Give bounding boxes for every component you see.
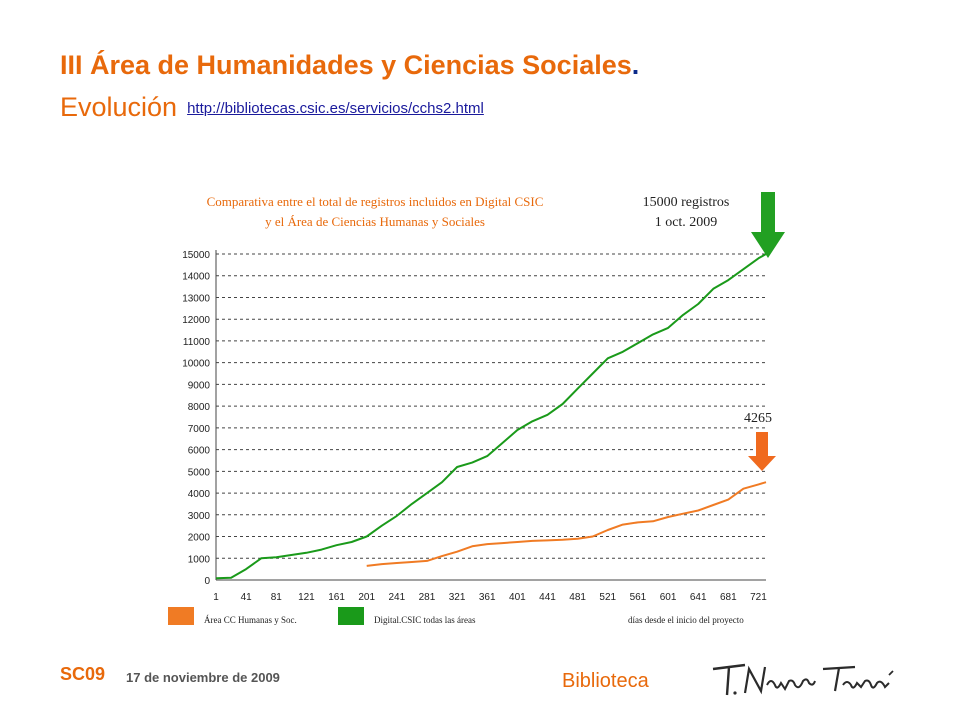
- footer-code: SC09: [60, 664, 106, 684]
- y-tick-label: 4000: [188, 489, 211, 500]
- legend-swatch: [168, 607, 194, 625]
- y-tick-label: 15000: [182, 250, 210, 261]
- annotation-area-text: 4265: [744, 411, 772, 426]
- y-tick-label: 14000: [182, 272, 210, 283]
- y-tick-label: 11000: [183, 337, 211, 348]
- x-tick-label: 281: [419, 592, 436, 603]
- legend-swatch: [338, 607, 364, 625]
- slide-subtitle: Evolución http://bibliotecas.csic.es/serv…: [60, 92, 484, 123]
- line-chart: Comparativa entre el total de registros …: [168, 192, 785, 625]
- annotation-total-text: 1 oct. 2009: [655, 215, 718, 230]
- x-tick-label: 601: [660, 592, 677, 603]
- chart-title-line: y el Área de Ciencias Humanas y Sociales: [265, 214, 485, 229]
- legend-label: Área CC Humanas y Soc.: [204, 615, 297, 625]
- y-tick-label: 10000: [182, 359, 210, 370]
- x-tick-label: 441: [539, 592, 556, 603]
- y-tick-label: 3000: [188, 511, 211, 522]
- x-tick-label: 561: [630, 592, 647, 603]
- x-tick-label: 521: [599, 592, 616, 603]
- source-link[interactable]: http://bibliotecas.csic.es/servicios/cch…: [187, 100, 484, 117]
- x-tick-label: 481: [569, 592, 586, 603]
- x-tick-label: 361: [479, 592, 496, 603]
- x-tick-label: 201: [358, 592, 375, 603]
- y-tick-label: 9000: [188, 380, 211, 391]
- orange-arrow-icon: [748, 432, 776, 471]
- series-line-humanidades: [366, 481, 767, 567]
- x-tick-label: 401: [509, 592, 526, 603]
- signature-image: [712, 663, 894, 696]
- x-tick-label: 81: [271, 592, 283, 603]
- footer-library: Biblioteca: [562, 670, 649, 692]
- y-tick-label: 0: [204, 576, 210, 587]
- x-tick-label: 641: [690, 592, 707, 603]
- chart-title-line: Comparativa entre el total de registros …: [207, 194, 544, 209]
- x-tick-label: 161: [328, 592, 345, 603]
- x-tick-label: 1: [213, 592, 219, 603]
- series-line-digital-csic: [215, 253, 767, 580]
- slide-subtitle-text: Evolución: [60, 92, 178, 122]
- green-arrow-icon: [751, 192, 785, 258]
- y-tick-label: 7000: [188, 424, 211, 435]
- x-axis-label: días desde el inicio del proyecto: [628, 615, 744, 625]
- slide-title-period: .: [631, 50, 640, 80]
- footer-date: 17 de noviembre de 2009: [126, 670, 280, 685]
- x-tick-label: 121: [298, 592, 315, 603]
- x-tick-label: 321: [449, 592, 466, 603]
- legend-label: Digital.CSIC todas las áreas: [374, 615, 476, 625]
- y-tick-label: 8000: [188, 402, 211, 413]
- y-tick-label: 12000: [182, 315, 210, 326]
- y-tick-label: 2000: [188, 533, 211, 544]
- x-tick-label: 721: [750, 592, 767, 603]
- y-tick-label: 1000: [188, 554, 211, 565]
- annotation-total-text: 15000 registros: [643, 195, 730, 210]
- y-tick-label: 6000: [188, 446, 211, 457]
- slide-title-text: III Área de Humanidades y Ciencias Socia…: [60, 50, 632, 80]
- y-tick-label: 13000: [182, 293, 210, 304]
- x-tick-label: 41: [241, 592, 253, 603]
- x-tick-label: 681: [720, 592, 737, 603]
- x-tick-label: 241: [388, 592, 405, 603]
- y-tick-label: 5000: [188, 467, 211, 478]
- slide-title: III Área de Humanidades y Ciencias Socia…: [60, 50, 639, 81]
